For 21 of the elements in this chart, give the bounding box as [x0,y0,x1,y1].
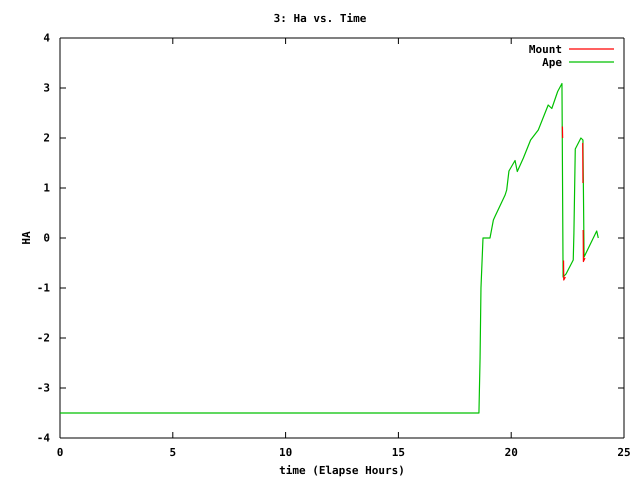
chart-title: 3: Ha vs. Time [274,12,367,25]
y-tick-label: 0 [43,232,50,245]
y-tick-label: -1 [36,282,50,295]
y-tick-label: 2 [43,132,50,145]
y-tick-label: -4 [36,432,50,445]
legend-label: Mount [528,43,562,56]
y-tick-label: 1 [43,182,50,195]
x-tick-label: 10 [278,446,292,459]
legend-label: Ape [542,56,562,69]
x-tick-label: 0 [56,446,64,459]
y-tick-label: 4 [43,32,50,45]
x-tick-label: 5 [169,446,176,459]
line-series [59,82,599,414]
x-tick-label: 20 [504,446,518,459]
x-axis-title: time (Elapse Hours) [279,464,405,477]
y-tick-label: -2 [36,332,50,345]
y-axis-title: HA [20,231,33,245]
y-tick-label: -3 [36,382,50,395]
y-tick-label: 3 [43,82,50,95]
x-tick-label: 15 [392,446,406,459]
x-tick-label: 25 [617,446,631,459]
